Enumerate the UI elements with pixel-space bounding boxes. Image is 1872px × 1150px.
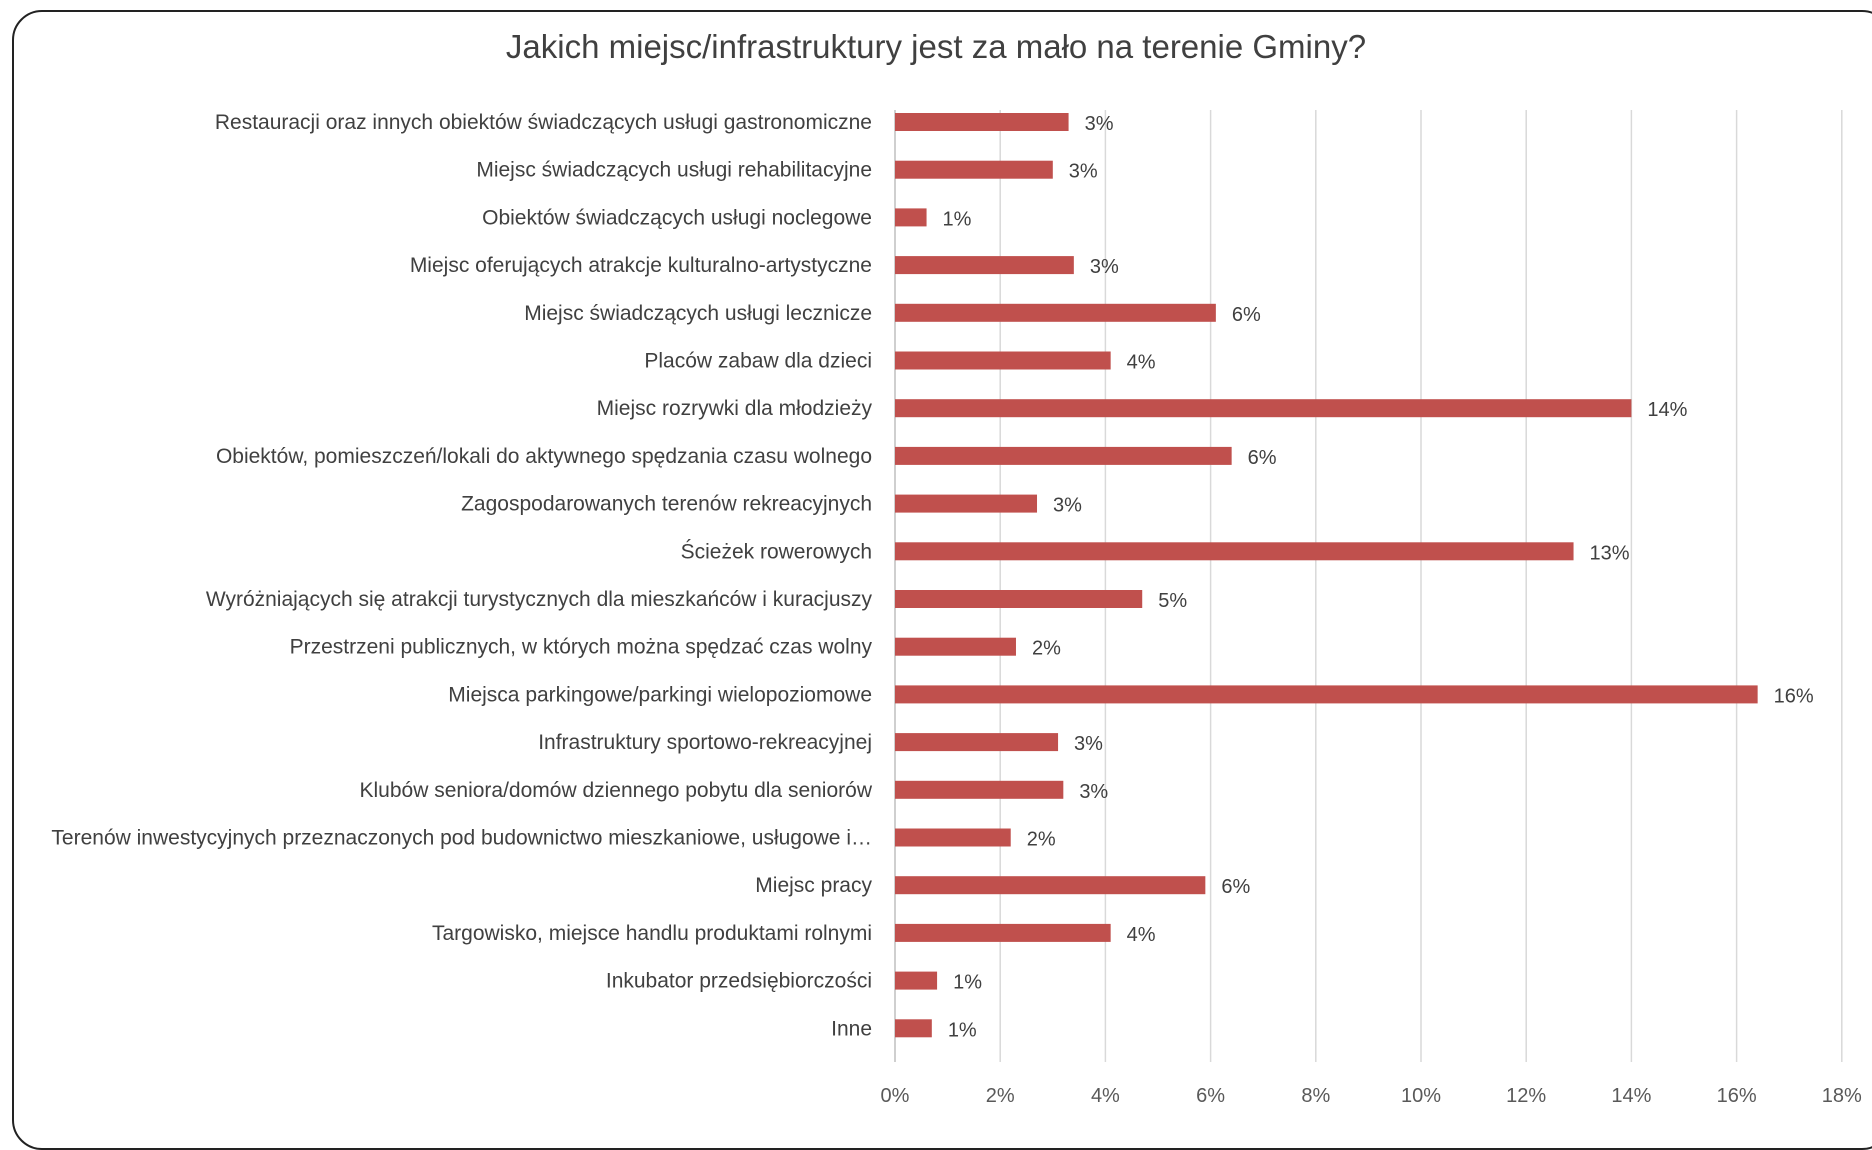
data-label: 13% <box>1590 542 1630 564</box>
data-label: 1% <box>948 1019 977 1041</box>
category-label: Placów zabaw dla dzieci <box>644 350 872 373</box>
bar <box>895 351 1111 370</box>
category-label: Targowisko, miejsce handlu produktami ro… <box>432 922 872 945</box>
data-label: 3% <box>1074 733 1103 755</box>
data-label: 3% <box>1079 781 1108 803</box>
chart-frame <box>12 10 1872 1150</box>
category-label: Przestrzeni publicznych, w których można… <box>290 636 873 659</box>
bar <box>895 208 927 227</box>
x-tick-label: 16% <box>1717 1085 1757 1107</box>
data-label: 4% <box>1127 352 1156 374</box>
bar <box>895 637 1016 656</box>
category-label: Miejsc świadczących usługi rehabilitacyj… <box>476 159 872 182</box>
bar-chart: 0% 2% 4% 6% 8% 10% 12% 14% 16% 18% Restauracji ora… <box>51 110 1862 1107</box>
data-label: 3% <box>1090 256 1119 278</box>
data-label: 16% <box>1774 685 1814 707</box>
data-label: 6% <box>1248 447 1277 469</box>
category-label: Miejsc świadczących usługi lecznicze <box>524 302 872 325</box>
x-tick-label: 14% <box>1611 1085 1651 1107</box>
bar <box>895 971 938 990</box>
x-tick-label: 18% <box>1822 1085 1862 1107</box>
data-label: 5% <box>1158 590 1187 612</box>
data-label: 6% <box>1232 304 1261 326</box>
category-label: Miejsc pracy <box>755 874 872 897</box>
x-tick-label: 10% <box>1401 1085 1441 1107</box>
category-label: Wyróżniających się atrakcji turystycznyc… <box>206 588 873 611</box>
x-tick-label: 6% <box>1196 1085 1225 1107</box>
category-label: Restauracji oraz innych obiektów świadcz… <box>215 111 872 134</box>
category-label: Inne <box>831 1017 872 1040</box>
category-label: Klubów seniora/domów dziennego pobytu dl… <box>360 779 873 802</box>
category-label: Miejsc oferujących atrakcje kulturalno-a… <box>410 254 872 277</box>
bar <box>895 590 1143 608</box>
bar <box>895 542 1574 561</box>
bar <box>895 733 1059 752</box>
bar <box>895 303 1216 322</box>
bar <box>895 685 1758 704</box>
data-label: 4% <box>1127 924 1156 946</box>
category-label: Miejsc rozrywki dla młodzieży <box>597 397 873 420</box>
category-label: Inkubator przedsiębiorczości <box>606 970 872 993</box>
bar <box>895 1019 932 1038</box>
data-label: 2% <box>1032 638 1061 660</box>
bar <box>895 256 1074 275</box>
data-label: 14% <box>1647 399 1687 421</box>
data-label: 1% <box>943 208 972 230</box>
bar <box>895 876 1206 895</box>
x-tick-label: 12% <box>1506 1085 1546 1107</box>
data-label: 2% <box>1027 829 1056 851</box>
x-tick-label: 4% <box>1091 1085 1120 1107</box>
data-label: 3% <box>1069 161 1098 183</box>
category-label: Obiektów, pomieszczeń/lokali do aktywneg… <box>216 445 872 468</box>
category-label: Miejsca parkingowe/parkingi wielopoziomo… <box>448 683 872 706</box>
x-tick-label: 8% <box>1301 1085 1330 1107</box>
x-tick-label: 0% <box>881 1085 910 1107</box>
data-label: 3% <box>1053 495 1082 517</box>
bar <box>895 399 1632 418</box>
x-tick-label: 2% <box>986 1085 1015 1107</box>
category-label: Zagospodarowanych terenów rekreacyjnych <box>461 493 872 516</box>
bar <box>895 780 1064 799</box>
bar <box>895 494 1038 513</box>
bar <box>895 446 1232 465</box>
category-label: Terenów inwestycyjnych przeznaczonych po… <box>51 827 872 850</box>
category-label: Infrastruktury sportowo-rekreacyjnej <box>538 731 872 754</box>
category-label: Obiektów świadczących usługi noclegowe <box>482 206 872 229</box>
data-label: 3% <box>1085 113 1114 135</box>
data-label: 1% <box>953 972 982 994</box>
bar <box>895 923 1111 942</box>
bar <box>895 828 1011 847</box>
data-label: 6% <box>1221 876 1250 898</box>
bar <box>895 113 1069 131</box>
category-label: Ścieżek rowerowych <box>681 539 872 563</box>
bar <box>895 160 1053 179</box>
chart-title: Jakich miejsc/infrastruktury jest za mał… <box>505 28 1367 65</box>
